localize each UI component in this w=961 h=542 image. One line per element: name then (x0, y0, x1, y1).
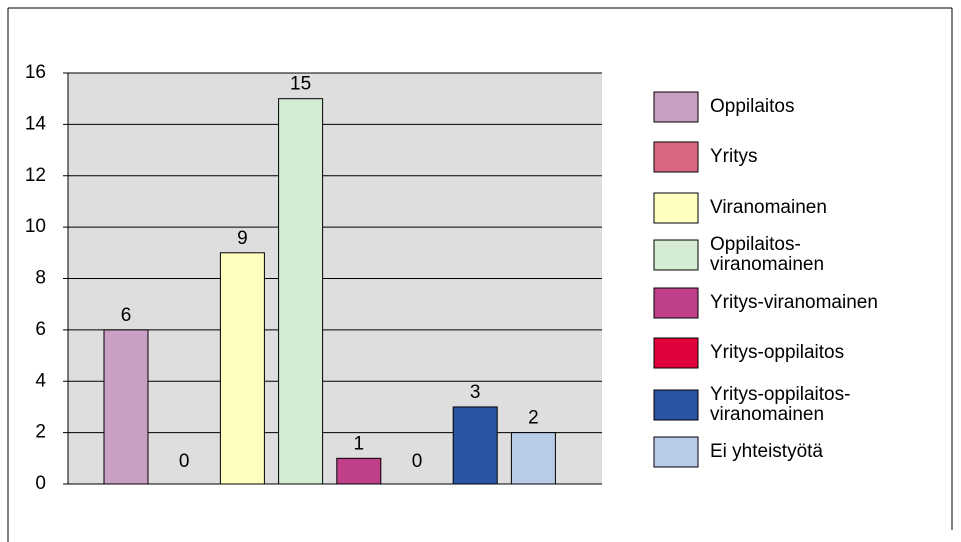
y-tick-label: 6 (35, 319, 46, 340)
bar (452, 406, 498, 485)
y-tick-label: 2 (35, 422, 46, 443)
data-label: 2 (528, 408, 539, 429)
bar (336, 457, 382, 485)
data-label: 15 (290, 74, 311, 95)
y-tick-label: 0 (35, 473, 46, 494)
y-tick-label: 16 (25, 62, 46, 83)
data-label: 0 (412, 451, 423, 472)
legend-swatch (653, 337, 699, 369)
legend-label: Oppilaitos (710, 96, 795, 117)
data-label: 9 (237, 228, 248, 249)
legend-swatch (653, 91, 699, 123)
legend-label: Viranomainen (710, 197, 827, 218)
y-tick-label: 8 (35, 268, 46, 289)
bar (510, 432, 556, 485)
data-label: 3 (470, 382, 481, 403)
y-tick-label: 14 (25, 113, 47, 134)
y-tick-label: 12 (25, 165, 46, 186)
data-label: 1 (354, 433, 365, 454)
legend-swatch (653, 389, 699, 421)
data-label: 0 (179, 451, 190, 472)
legend-swatch (653, 287, 699, 319)
legend-label: Yritys-oppilaitos- viranomainen (710, 384, 851, 425)
bar (103, 329, 149, 485)
legend-label: Yritys-viranomainen (710, 292, 878, 313)
legend-label: Yritys (710, 146, 758, 167)
y-tick-label: 10 (25, 216, 46, 237)
bar (219, 252, 265, 485)
legend-swatch (653, 239, 699, 271)
legend-swatch (653, 141, 699, 173)
y-tick-label: 4 (35, 370, 46, 391)
legend-swatch (653, 436, 699, 468)
legend-swatch (653, 192, 699, 224)
data-label: 6 (121, 305, 132, 326)
bar (278, 98, 324, 485)
legend-label: Ei yhteistyötä (710, 441, 823, 462)
legend-label: Oppilaitos- viranomainen (710, 234, 825, 275)
legend-label: Yritys-oppilaitos (710, 342, 845, 363)
